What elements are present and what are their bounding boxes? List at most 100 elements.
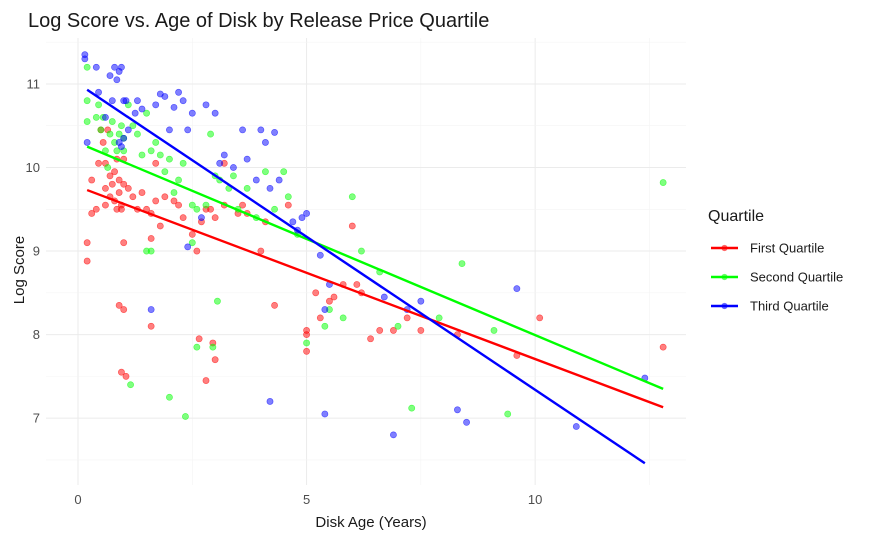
data-point [504,410,512,418]
data-point [83,97,91,105]
data-point [108,180,116,188]
legend-item: First Quartile [711,241,824,256]
data-point [266,398,274,405]
trend-lines [86,88,664,465]
data-point [95,101,102,109]
data-point [330,293,338,301]
y-tick-label: 10 [26,160,40,175]
data-point [152,139,160,146]
data-point [115,130,123,138]
x-tick-label: 10 [528,492,542,507]
data-point [129,193,137,201]
data-point [118,122,125,130]
data-point [339,314,347,322]
data-point [216,159,224,167]
data-point [118,63,125,71]
legend-item: Third Quartile [711,299,829,314]
data-point [275,176,283,184]
data-point [195,335,203,343]
data-point [122,372,130,380]
data-point [211,214,219,222]
data-point [271,129,278,136]
data-point [280,168,288,176]
data-point [463,418,470,426]
data-point [147,322,155,330]
y-axis-title: Log Score [11,236,28,304]
data-point [252,176,260,184]
data-point [113,147,121,155]
data-point [394,322,402,330]
data-point [312,289,320,297]
data-point [298,214,306,222]
data-point [166,393,173,401]
data-point [92,113,100,121]
data-point [179,97,187,105]
data-point [166,155,173,163]
data-point [118,205,125,213]
data-point [458,260,466,267]
data-point [147,235,155,242]
data-point [243,155,251,163]
data-point [99,139,107,146]
data-point [353,281,361,288]
data-point [120,134,128,142]
data-point [124,126,132,134]
data-point [175,201,182,209]
data-point [120,239,128,247]
data-point [284,201,292,209]
y-tick-label: 8 [33,327,40,342]
data-point [95,159,102,167]
data-points [81,51,667,439]
data-point [321,410,329,418]
data-point [348,222,356,230]
data-point [124,184,132,192]
y-tick-label: 11 [27,76,41,91]
data-point [170,189,178,196]
data-point [115,176,123,184]
legend-key-point [721,244,728,252]
data-point [257,126,265,134]
data-point [271,205,278,213]
data-point [303,331,310,339]
data-point [202,377,210,384]
data-point [209,343,217,351]
data-point [271,301,278,309]
y-tick-label: 9 [33,244,40,259]
data-point [138,189,146,196]
data-point [88,176,96,184]
data-point [175,176,182,184]
data-point [262,139,269,146]
data-point [239,126,246,134]
data-point [262,168,269,176]
x-tick-label: 0 [74,492,81,507]
data-point [83,239,91,247]
data-point [129,122,137,130]
data-point [92,63,100,71]
data-point [326,297,333,305]
data-point [390,327,397,334]
trend-line [86,88,646,465]
data-point [108,97,116,105]
data-point [138,105,146,113]
data-point [284,193,292,201]
data-point [118,143,125,151]
data-point [152,159,160,167]
data-point [83,63,91,71]
legend-item: Second Quartile [711,270,843,285]
data-point [106,172,114,180]
x-axis-title: Disk Age (Years) [315,514,426,531]
data-point [316,314,324,322]
data-point [408,404,416,412]
data-point [161,93,169,100]
data-point [230,164,237,171]
data-point [321,322,329,330]
data-point [659,343,667,351]
data-point [390,431,397,439]
data-point [198,214,205,222]
data-point [170,197,178,205]
data-point [417,327,425,334]
data-point [184,243,192,251]
data-point [184,126,192,134]
data-point [122,97,130,105]
